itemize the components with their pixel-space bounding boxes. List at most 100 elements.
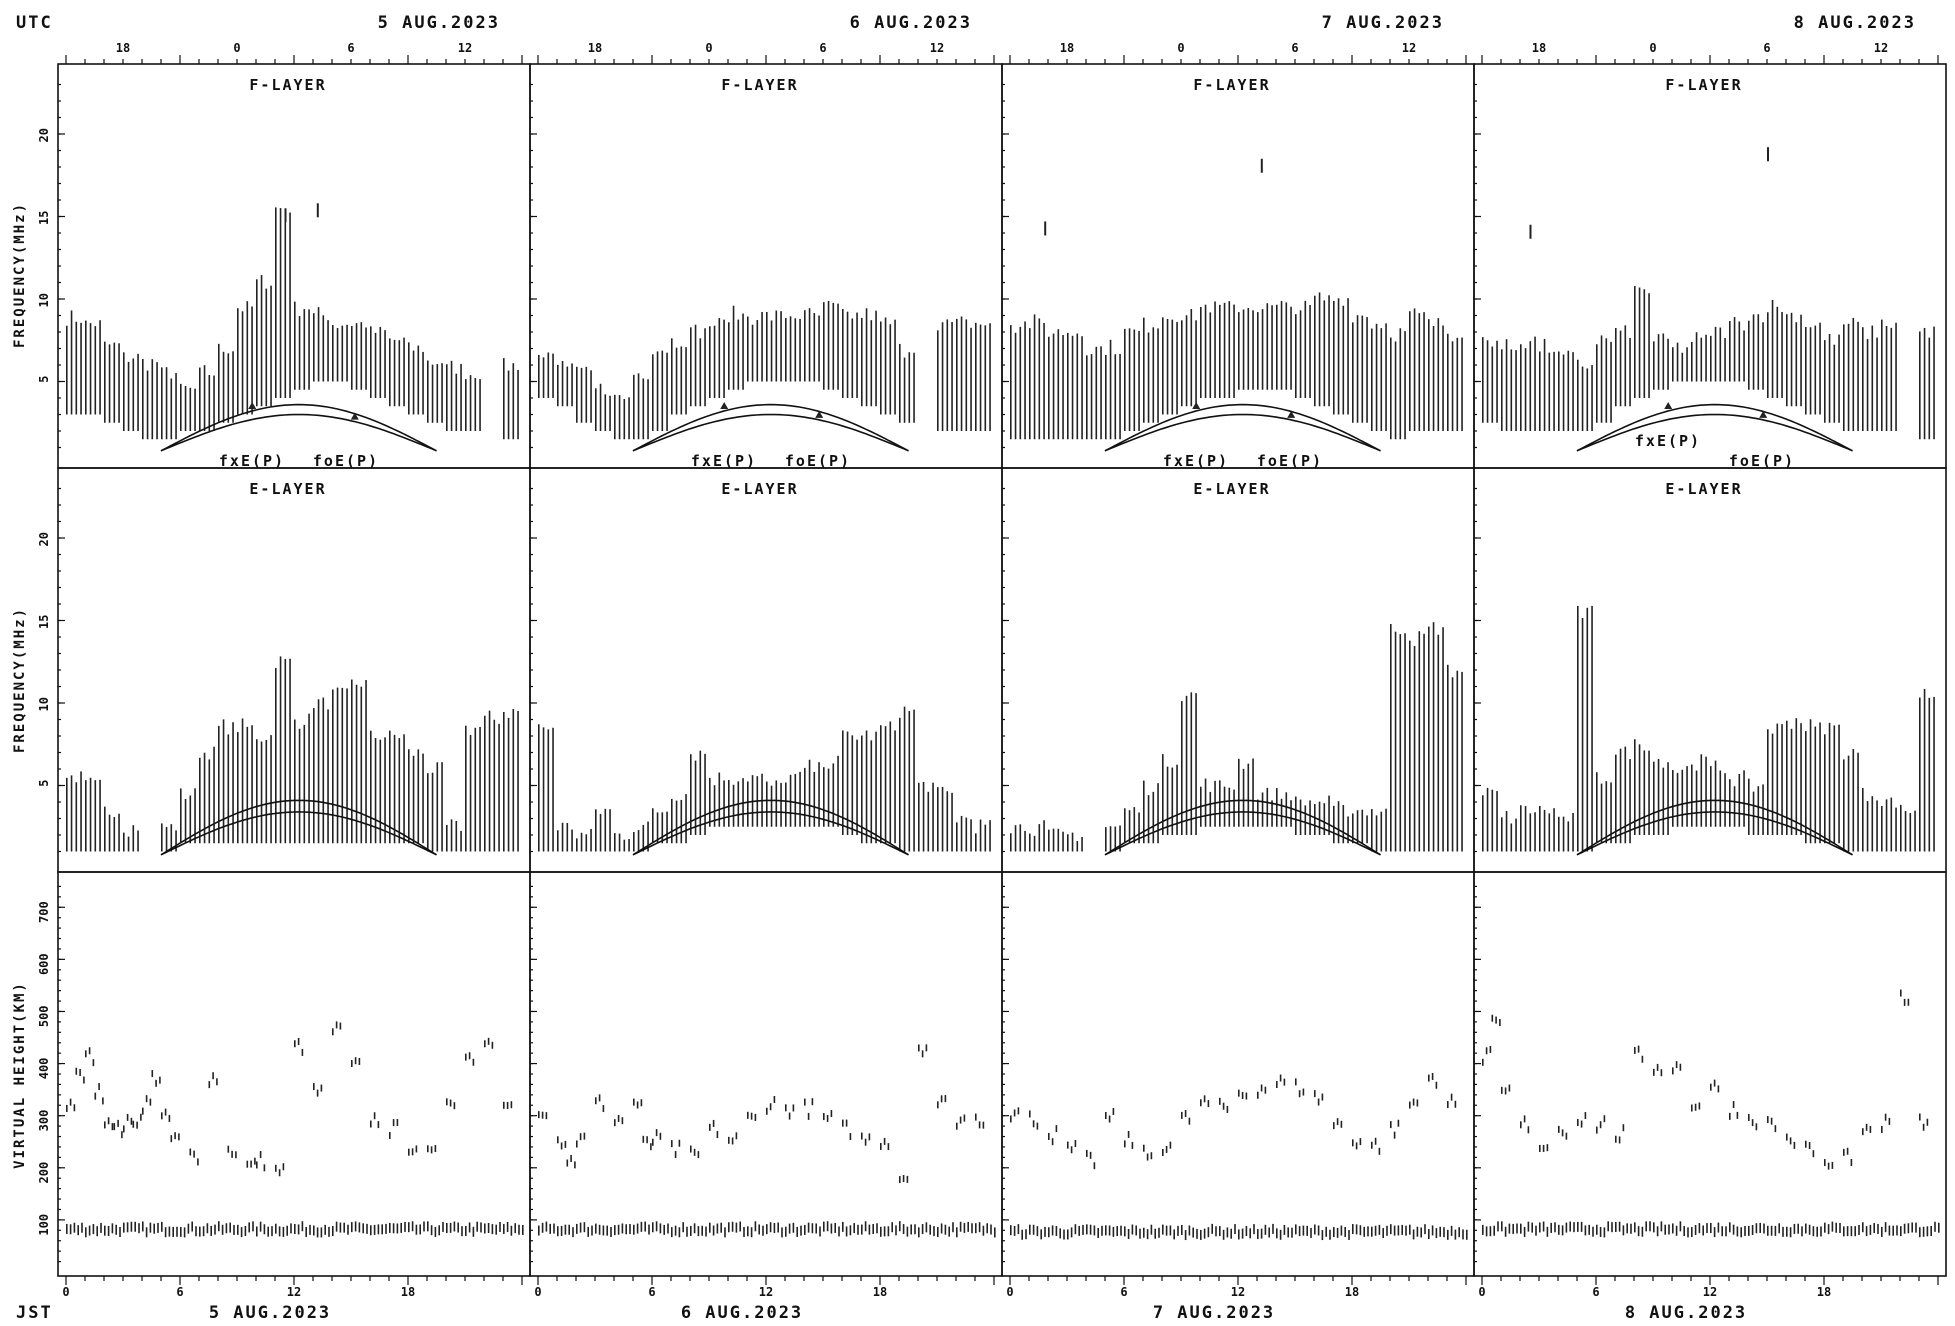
f_layer-e-curve: [1576, 413, 1853, 452]
height-f-trace: [566, 1159, 569, 1167]
panel-frame-r2-c0: [57, 871, 531, 1277]
height-e-trace: [1207, 1227, 1210, 1238]
height-e-trace: [864, 1221, 867, 1232]
height-f-trace: [197, 1158, 199, 1166]
e_layer-bar: [232, 722, 234, 844]
f_layer-bar: [576, 366, 578, 423]
f_layer-bar: [403, 337, 405, 407]
f_layer-bar: [1648, 293, 1650, 398]
height-f-trace: [1675, 1061, 1678, 1069]
f_layer-bar: [137, 353, 139, 431]
height-f-trace: [254, 1157, 256, 1165]
height-f-trace: [602, 1105, 605, 1113]
f_layer-bar: [1162, 317, 1164, 415]
height-e-trace: [1546, 1226, 1549, 1237]
f_layer-bar: [1109, 339, 1112, 440]
height-f-trace: [212, 1072, 214, 1080]
f_layer-bar: [1166, 318, 1169, 415]
e_layer-bar: [1714, 760, 1717, 827]
height-e-trace: [1127, 1228, 1130, 1239]
height-f-trace: [1482, 1058, 1484, 1066]
height-f-trace: [377, 1121, 380, 1129]
height-e-trace: [545, 1221, 548, 1232]
height-e-trace: [1078, 1225, 1080, 1236]
f_layer-bar: [1280, 301, 1283, 390]
e_layer-bar: [1266, 787, 1269, 827]
e_layer-bar: [1114, 826, 1117, 852]
jst-tick-label: 0: [62, 1285, 69, 1299]
f_layer-bar: [547, 352, 550, 398]
e_layer-bar: [1261, 792, 1264, 827]
height-f-trace: [1679, 1063, 1682, 1071]
height-e-trace: [811, 1223, 814, 1234]
f_layer-bar: [1057, 329, 1060, 440]
height-e-trace: [1219, 1226, 1221, 1237]
height-f-trace: [557, 1136, 559, 1144]
f_layer-bar: [89, 323, 92, 415]
height-e-trace: [104, 1225, 106, 1236]
height-f-trace: [541, 1111, 544, 1119]
height-f-trace: [189, 1148, 192, 1156]
f_layer-bar: [756, 320, 759, 382]
f_layer-bar: [1090, 354, 1093, 440]
e_layer-bar: [351, 679, 353, 844]
height-e-trace: [606, 1225, 608, 1236]
height-f-trace: [636, 1101, 639, 1109]
height-e-trace: [1922, 1226, 1925, 1237]
height-f-trace: [785, 1104, 787, 1112]
f_layer-bar: [1394, 341, 1397, 440]
height-e-trace: [1268, 1227, 1270, 1238]
height-e-trace: [1143, 1227, 1145, 1238]
f_layer-bar: [341, 325, 344, 382]
height-e-trace: [210, 1225, 212, 1236]
height-f-trace: [75, 1067, 78, 1075]
height-e-trace: [629, 1224, 631, 1235]
height-e-trace: [290, 1223, 292, 1234]
f_layer-bar: [599, 383, 602, 431]
height-e-trace: [1355, 1224, 1358, 1235]
e_layer-bar: [1520, 805, 1522, 852]
height-e-trace: [1801, 1226, 1803, 1237]
height-e-trace: [1808, 1224, 1811, 1235]
height-e-trace: [1622, 1225, 1625, 1236]
height-f-trace: [1352, 1139, 1354, 1147]
height-f-trace: [1086, 1149, 1088, 1157]
height-f-trace: [963, 1114, 966, 1122]
f_layer-bar: [1619, 330, 1622, 407]
height-f-trace: [845, 1119, 848, 1127]
panel-frame-r2-c2: [1001, 871, 1475, 1277]
height-e-trace: [275, 1223, 277, 1234]
f_layer-bar: [251, 306, 253, 415]
height-e-trace: [381, 1224, 383, 1235]
e_layer-bar: [818, 762, 820, 827]
f_layer-bar: [408, 342, 410, 415]
e_layer-bar: [1048, 829, 1050, 852]
height-f-trace: [1295, 1078, 1297, 1086]
e_layer-bar: [922, 781, 925, 852]
f_layer-bar: [1100, 346, 1102, 440]
e_layer-bar: [360, 686, 363, 844]
e_layer-bar: [1871, 796, 1874, 852]
height-e-trace: [568, 1224, 570, 1235]
height-e-trace: [1489, 1226, 1492, 1237]
f_layer-bar: [1442, 325, 1444, 431]
f_layer-bar: [894, 319, 896, 415]
f_layer-bar: [322, 315, 325, 382]
height-f-trace: [728, 1136, 730, 1144]
height-e-trace: [1412, 1229, 1415, 1240]
e_layer-bar: [1181, 701, 1183, 835]
height-e-trace: [1675, 1225, 1678, 1236]
height-e-trace: [1051, 1225, 1054, 1236]
height-f-trace: [170, 1135, 173, 1143]
height-e-trace: [1774, 1225, 1777, 1236]
f_layer-bar: [1200, 307, 1202, 398]
f_layer-bar: [1390, 337, 1392, 440]
height-f-trace: [1786, 1133, 1788, 1141]
height-e-trace: [1029, 1224, 1031, 1235]
f_layer-bar: [1024, 321, 1026, 440]
height-f-trace: [246, 1160, 249, 1168]
height-e-trace: [130, 1221, 133, 1232]
height-e-trace: [807, 1222, 810, 1233]
f_layer-bar: [313, 313, 315, 382]
f_layer-bar: [1119, 353, 1121, 440]
